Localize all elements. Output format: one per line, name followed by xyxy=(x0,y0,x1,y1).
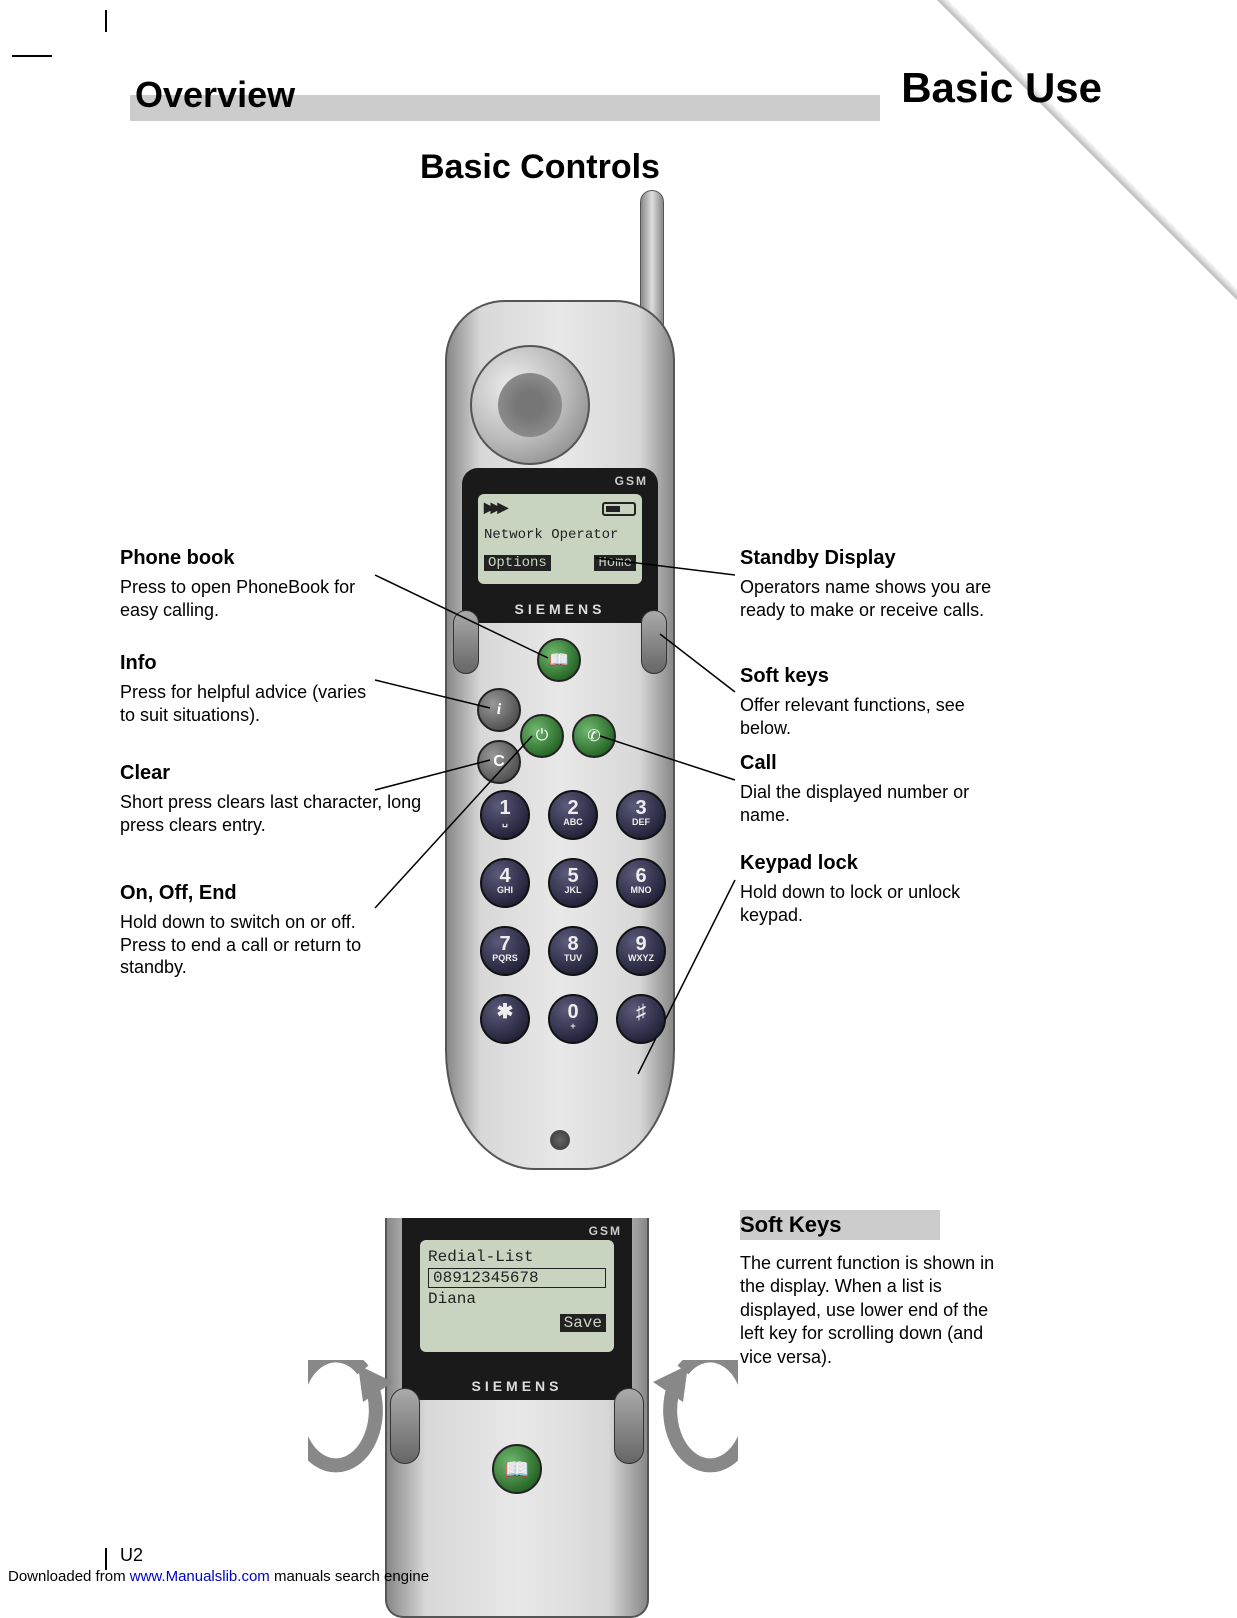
callout-phonebook: Phone book Press to open PhoneBook for e… xyxy=(120,547,380,621)
callout-standby: Standby Display Operators name shows you… xyxy=(740,547,1010,621)
callout-title: On, Off, End xyxy=(120,882,380,905)
gsm-label: GSM xyxy=(589,1224,622,1238)
callout-body: Hold down to switch on or off. Press to … xyxy=(120,911,380,979)
handset-icon: ✆ xyxy=(587,726,600,746)
page-title: Basic Controls xyxy=(420,148,660,187)
screen2-line3: Diana xyxy=(428,1290,606,1308)
download-footer: Downloaded from www.Manualslib.com manua… xyxy=(8,1568,429,1585)
page-curl-decoration xyxy=(937,0,1237,300)
page-number: U2 xyxy=(120,1545,143,1566)
source-link[interactable]: www.Manualslib.com xyxy=(130,1568,270,1585)
soft-key-right xyxy=(641,610,667,674)
section-title: Overview xyxy=(135,74,295,116)
battery-icon xyxy=(602,502,636,516)
soft-key-left xyxy=(453,610,479,674)
phone-microphone xyxy=(550,1130,570,1150)
screen-operator: Network Operator xyxy=(484,527,636,543)
keypad-4: 4GHI xyxy=(480,858,530,908)
callout-body: Hold down to lock or unlock keypad. xyxy=(740,881,1010,926)
phone2-screen: Redial-List 08912345678 Diana Save xyxy=(420,1240,614,1352)
callout-call: Call Dial the displayed number or name. xyxy=(740,752,1010,826)
screen-soft-left: Options xyxy=(484,555,551,571)
screen-soft-right: Home xyxy=(594,555,636,571)
callout-softkeys: Soft keys Offer relevant functions, see … xyxy=(740,665,1010,739)
chapter-title: Basic Use xyxy=(901,64,1102,112)
phone2-bezel: GSM Redial-List 08912345678 Diana Save S… xyxy=(402,1218,632,1400)
callout-title: Call xyxy=(740,752,1010,775)
callout-title: Keypad lock xyxy=(740,852,1010,875)
callout-body: Press for helpful advice (varies to suit… xyxy=(120,681,380,726)
keypad-5: 5JKL xyxy=(548,858,598,908)
clear-key: C xyxy=(477,740,521,784)
keypad-♯: ♯ xyxy=(616,994,666,1044)
callout-title: Clear xyxy=(120,762,440,785)
callout-keypadlock: Keypad lock Hold down to lock or unlock … xyxy=(740,852,1010,926)
brand-label: SIEMENS xyxy=(402,1378,632,1394)
phonebook-icon: 📖 xyxy=(549,650,569,670)
callout-title: Standby Display xyxy=(740,547,1010,570)
callout-title: Info xyxy=(120,652,380,675)
phone-display-bezel: GSM ▶▶▶ Network Operator Options Home SI… xyxy=(462,468,658,623)
signal-icon: ▶▶▶ xyxy=(484,500,504,517)
callout-body: Short press clears last character, long … xyxy=(120,791,440,836)
callout-onoffend: On, Off, End Hold down to switch on or o… xyxy=(120,882,380,979)
brand-label: SIEMENS xyxy=(462,601,658,617)
phone-speaker-grill xyxy=(498,373,562,437)
softkeys-heading: Soft Keys xyxy=(740,1210,940,1240)
call-key: ✆ xyxy=(572,714,616,758)
end-key: ⏻ xyxy=(520,714,564,758)
callout-title: Soft keys xyxy=(740,665,1010,688)
callout-body: Offer relevant functions, see below. xyxy=(740,694,1010,739)
phone2-phonebook-key: 📖 xyxy=(492,1444,542,1494)
keypad-✱: ✱ xyxy=(480,994,530,1044)
keypad-3: 3DEF xyxy=(616,790,666,840)
softkeys-text: The current function is shown in the dis… xyxy=(740,1252,1000,1369)
callout-body: Dial the displayed number or name. xyxy=(740,781,1010,826)
phone-screen: ▶▶▶ Network Operator Options Home xyxy=(478,494,642,584)
scroll-arrow-left xyxy=(308,1360,398,1510)
crop-mark-left xyxy=(12,55,52,57)
keypad-8: 8TUV xyxy=(548,926,598,976)
callout-title: Phone book xyxy=(120,547,380,570)
screen2-line1: Redial-List xyxy=(428,1248,606,1266)
power-icon: ⏻ xyxy=(536,727,549,745)
phonebook-icon: 📖 xyxy=(505,1457,530,1482)
phone2-soft-key-right xyxy=(614,1388,644,1464)
crop-mark-bottom xyxy=(105,1548,107,1570)
screen2-soft-right: Save xyxy=(560,1314,606,1332)
callout-info: Info Press for helpful advice (varies to… xyxy=(120,652,380,726)
callout-body: Press to open PhoneBook for easy calling… xyxy=(120,576,380,621)
phonebook-key: 📖 xyxy=(537,638,581,682)
keypad-9: 9WXYZ xyxy=(616,926,666,976)
keypad-0: 0+ xyxy=(548,994,598,1044)
keypad-2: 2ABC xyxy=(548,790,598,840)
info-key: i xyxy=(477,688,521,732)
gsm-label: GSM xyxy=(615,474,648,488)
screen2-line2: 08912345678 xyxy=(428,1268,606,1288)
callout-clear: Clear Short press clears last character,… xyxy=(120,762,440,836)
scroll-arrow-right xyxy=(648,1360,738,1510)
callout-body: Operators name shows you are ready to ma… xyxy=(740,576,1010,621)
keypad-6: 6MNO xyxy=(616,858,666,908)
keypad-1: 1␣ xyxy=(480,790,530,840)
keypad-7: 7PQRS xyxy=(480,926,530,976)
